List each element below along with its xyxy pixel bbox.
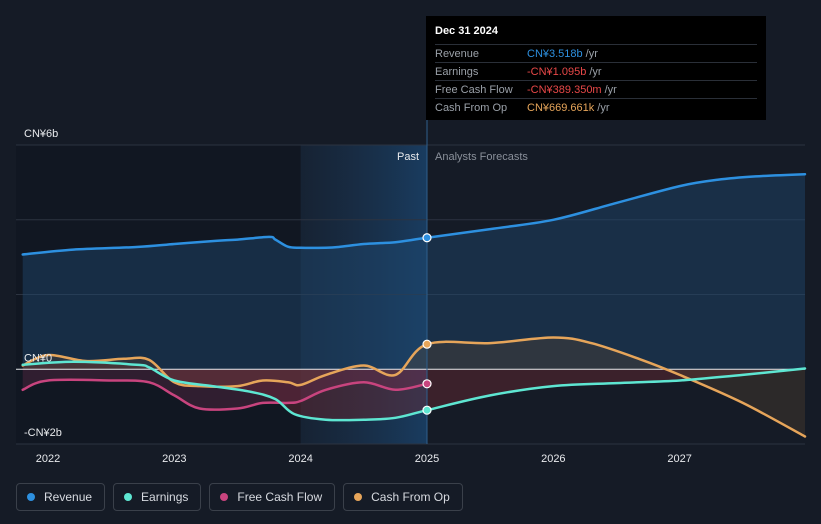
tooltip: Dec 31 2024 Revenue CN¥3.518b /yr Earnin… (426, 16, 766, 120)
x-tick-label: 2025 (415, 453, 439, 465)
legend-dot-icon (124, 493, 133, 501)
tooltip-date: Dec 31 2024 (435, 25, 498, 37)
x-tick-label: 2023 (162, 453, 186, 465)
legend-dot-icon (354, 493, 363, 501)
free-cash-flow-marker (422, 379, 432, 389)
forecast-label: Analysts Forecasts (435, 151, 528, 163)
earnings-area (22, 361, 805, 421)
x-tick-label: 2026 (541, 453, 565, 465)
legend-item-cash-from-op[interactable]: Cash From Op (343, 483, 463, 511)
legend-label: Revenue (44, 490, 93, 504)
tooltip-unit: /yr (597, 101, 610, 114)
revenue-area (22, 174, 805, 370)
y-label-bottom: -CN¥2b (24, 427, 62, 439)
tooltip-value: -CN¥1.095b (527, 65, 587, 78)
earnings-line (21, 360, 807, 422)
legend-dot-icon (220, 493, 229, 501)
x-tick-label: 2022 (36, 453, 60, 465)
legend-label: Free Cash Flow (237, 490, 323, 504)
y-label-zero: CN¥0 (24, 352, 52, 364)
tooltip-value: CN¥3.518b (527, 47, 583, 60)
cash-from-op-marker (422, 339, 432, 349)
tooltip-row-free-cash-flow: Free Cash Flow -CN¥389.350m /yr (435, 80, 757, 98)
earnings-marker (422, 405, 432, 415)
legend-label: Cash From Op (371, 490, 450, 504)
tooltip-row-earnings: Earnings -CN¥1.095b /yr (435, 62, 757, 80)
legend-item-free-cash-flow[interactable]: Free Cash Flow (209, 483, 336, 511)
tooltip-label: Free Cash Flow (435, 83, 513, 96)
cash-from-op-area (22, 337, 805, 437)
y-label-top: CN¥6b (24, 128, 58, 140)
past-label: Past (397, 151, 419, 163)
tooltip-unit: /yr (604, 83, 617, 96)
x-tick-label: 2027 (667, 453, 691, 465)
tooltip-row-cash-from-op: Cash From Op CN¥669.661k /yr (435, 98, 757, 116)
legend-item-revenue[interactable]: Revenue (16, 483, 106, 511)
tooltip-value: -CN¥389.350m (527, 83, 602, 96)
revenue-line (21, 172, 807, 256)
legend: Revenue Earnings Free Cash Flow Cash Fro… (16, 483, 463, 511)
cash-from-op-line (21, 336, 807, 438)
tooltip-label: Revenue (435, 47, 480, 60)
tooltip-label: Earnings (435, 65, 479, 78)
legend-item-earnings[interactable]: Earnings (113, 483, 202, 511)
legend-label: Earnings (141, 490, 189, 504)
revenue-marker (422, 233, 432, 243)
tooltip-row-revenue: Revenue CN¥3.518b /yr (435, 44, 757, 62)
x-tick-label: 2024 (288, 453, 312, 465)
tooltip-label: Cash From Op (435, 101, 508, 114)
legend-dot-icon (27, 493, 35, 501)
tooltip-unit: /yr (585, 47, 598, 60)
tooltip-unit: /yr (589, 65, 602, 78)
free-cash-flow-line (21, 378, 429, 411)
tooltip-value: CN¥669.661k (527, 101, 595, 114)
